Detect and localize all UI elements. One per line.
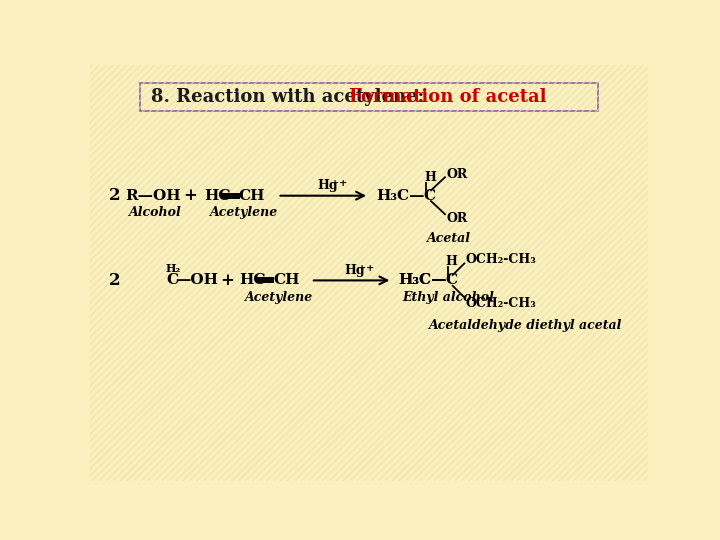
- Text: +: +: [220, 272, 234, 289]
- Text: H₃C—: H₃C—: [377, 188, 426, 202]
- Text: Formation of acetal: Formation of acetal: [349, 88, 546, 106]
- Text: Acetaldehyde diethyl acetal: Acetaldehyde diethyl acetal: [429, 319, 623, 332]
- Text: Hg: Hg: [317, 179, 338, 192]
- Text: HC: HC: [239, 273, 265, 287]
- Text: OR: OR: [446, 212, 468, 225]
- Text: +: +: [183, 187, 197, 204]
- Text: CH: CH: [273, 273, 300, 287]
- Bar: [140, 83, 598, 111]
- Text: ++: ++: [358, 264, 374, 273]
- Text: ++: ++: [331, 179, 347, 188]
- Text: Acetylene: Acetylene: [245, 291, 313, 304]
- Text: H: H: [446, 255, 458, 268]
- Text: Hg: Hg: [344, 264, 365, 277]
- Text: OCH₂-CH₃: OCH₂-CH₃: [466, 297, 536, 310]
- Text: OR: OR: [446, 167, 468, 181]
- Text: R—OH: R—OH: [125, 188, 181, 202]
- Text: 2: 2: [109, 272, 121, 289]
- Text: Alcohol: Alcohol: [129, 206, 181, 219]
- Text: —OH: —OH: [175, 273, 218, 287]
- Text: H₂: H₂: [165, 264, 181, 274]
- Text: Acetal: Acetal: [427, 232, 471, 245]
- Text: C: C: [166, 273, 178, 287]
- Text: Ethyl alcohol: Ethyl alcohol: [402, 291, 494, 304]
- Text: OCH₂-CH₃: OCH₂-CH₃: [466, 253, 536, 266]
- Text: C: C: [423, 188, 436, 202]
- Text: 2: 2: [109, 187, 121, 204]
- Text: H: H: [424, 171, 436, 184]
- Text: 8. Reaction with acetylene:: 8. Reaction with acetylene:: [151, 88, 431, 106]
- Text: C: C: [445, 273, 457, 287]
- Text: H₃C—: H₃C—: [398, 273, 447, 287]
- Text: Acetylene: Acetylene: [210, 206, 279, 219]
- Text: H₃C—: H₃C—: [398, 273, 447, 287]
- Text: HC: HC: [204, 188, 230, 202]
- Text: CH: CH: [239, 188, 265, 202]
